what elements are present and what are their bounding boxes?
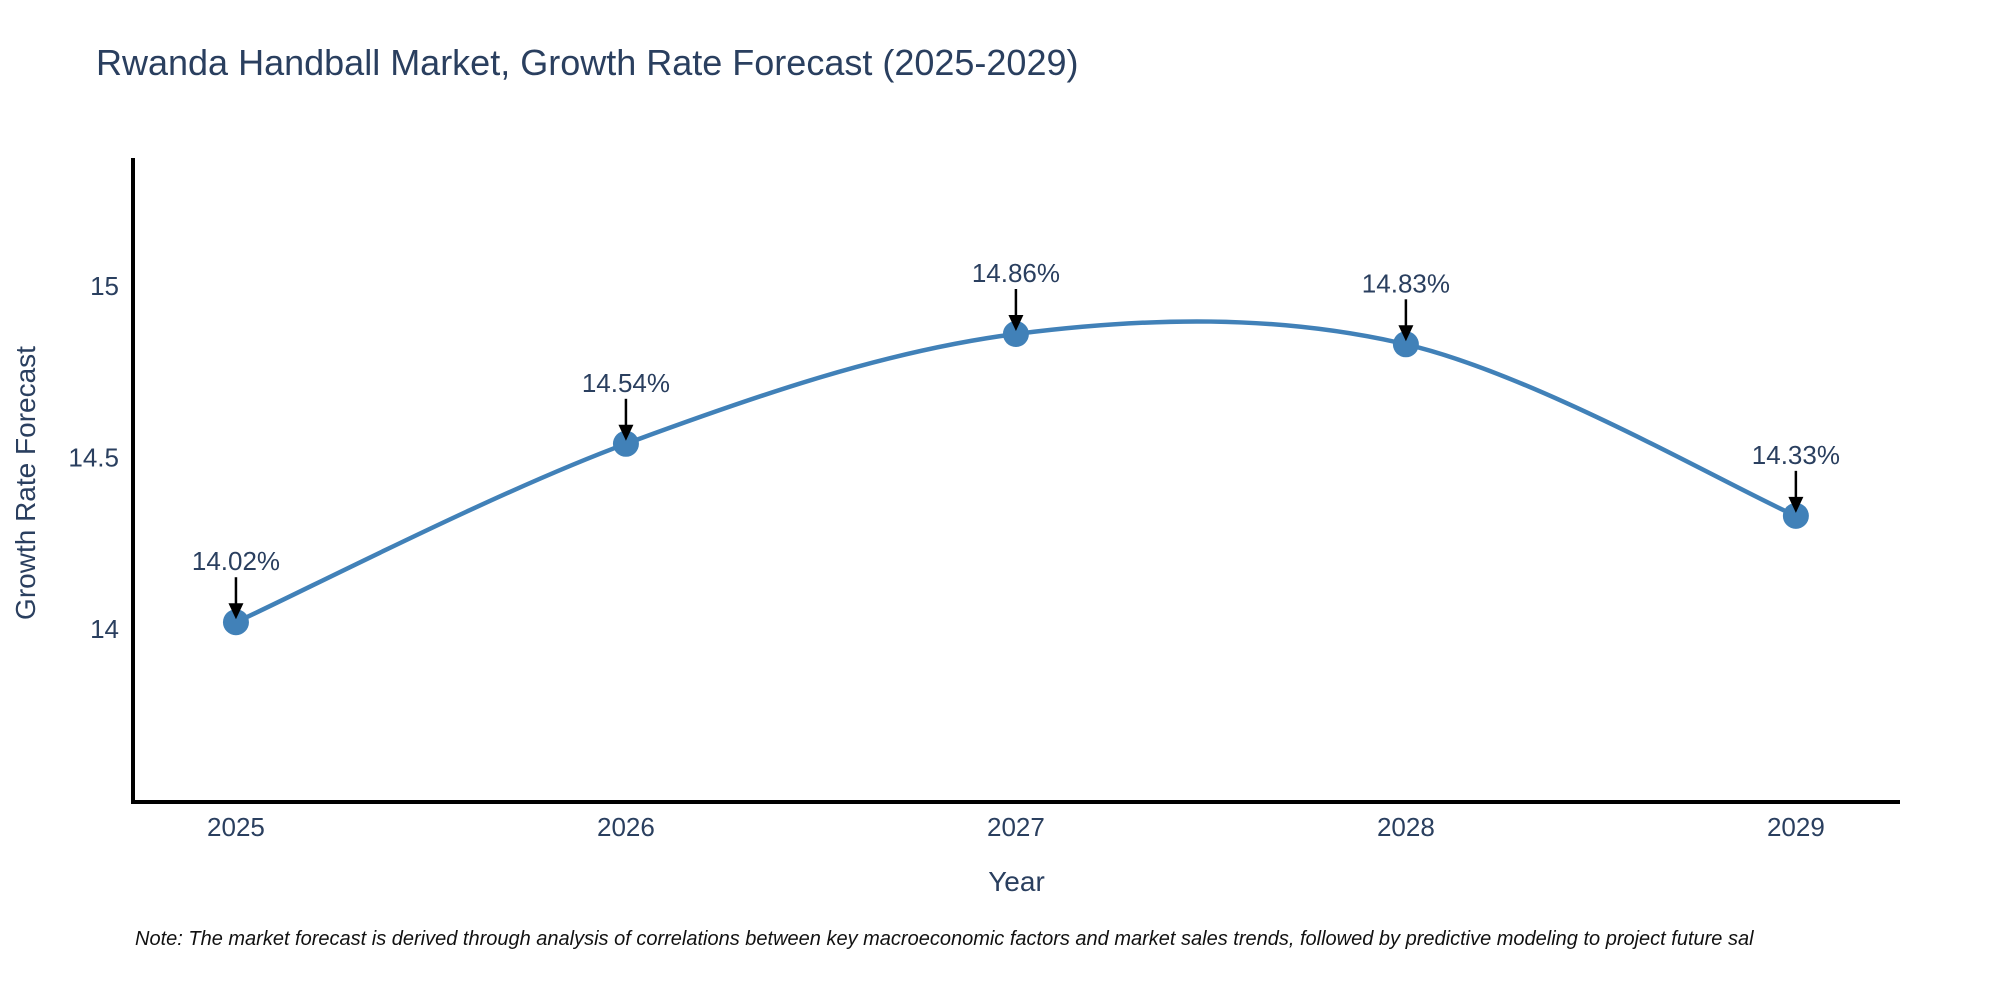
annotation-arrowhead-icon [1008,315,1024,332]
x-tick-label: 2026 [597,812,655,842]
annotation-arrowhead-icon [228,603,244,620]
x-axis-title: Year [988,866,1045,897]
data-point-marker [222,609,249,636]
x-tick-label: 2027 [987,812,1045,842]
annotation-arrowhead-icon [1788,496,1804,513]
data-point-marker [1782,502,1809,529]
y-tick-label: 14.5 [68,443,119,473]
data-point-marker [1002,321,1029,348]
y-tick-label: 15 [90,271,119,301]
y-axis-title: Growth Rate Forecast [10,346,41,620]
x-tick-label: 2025 [207,812,265,842]
footnote: Note: The market forecast is derived thr… [135,928,1754,950]
data-point-marker [1392,331,1419,358]
forecast-line [233,319,1799,625]
chart-title: Rwanda Handball Market, Growth Rate Fore… [96,42,1079,83]
x-tick-label: 2028 [1377,812,1435,842]
data-point-label: 14.54% [582,368,670,398]
data-point-label: 14.33% [1752,440,1840,470]
data-point-label: 14.86% [972,258,1060,288]
annotation-arrowhead-icon [618,424,634,441]
x-tick-label: 2029 [1767,812,1825,842]
data-point-label: 14.02% [192,546,280,576]
annotation-arrowhead-icon [1398,325,1414,342]
data-point-marker [612,430,639,457]
y-tick-label: 14 [90,614,119,644]
data-point-label: 14.83% [1362,268,1450,298]
